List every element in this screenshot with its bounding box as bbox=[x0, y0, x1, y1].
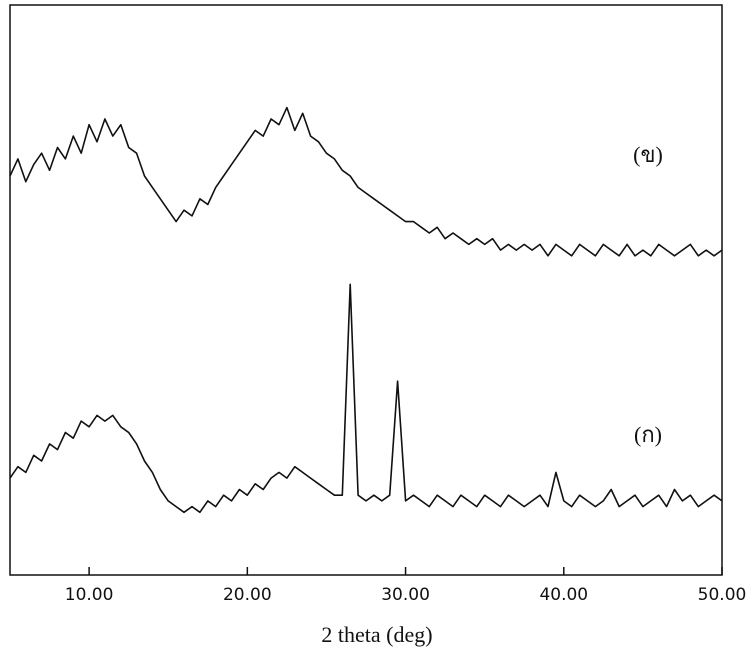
x-tick-label: 50.00 bbox=[698, 585, 747, 605]
x-tick-label: 40.00 bbox=[539, 585, 588, 605]
x-tick-label: 10.00 bbox=[65, 585, 114, 605]
x-tick-label: 20.00 bbox=[223, 585, 272, 605]
series-label: (ก) bbox=[634, 422, 662, 447]
series-line bbox=[9, 283, 723, 514]
plot-frame bbox=[9, 4, 723, 576]
x-axis-title: 2 theta (deg) bbox=[321, 622, 432, 647]
x-tick-label: 30.00 bbox=[381, 585, 430, 605]
series-line bbox=[9, 106, 723, 257]
series-label: (ข) bbox=[633, 142, 663, 167]
